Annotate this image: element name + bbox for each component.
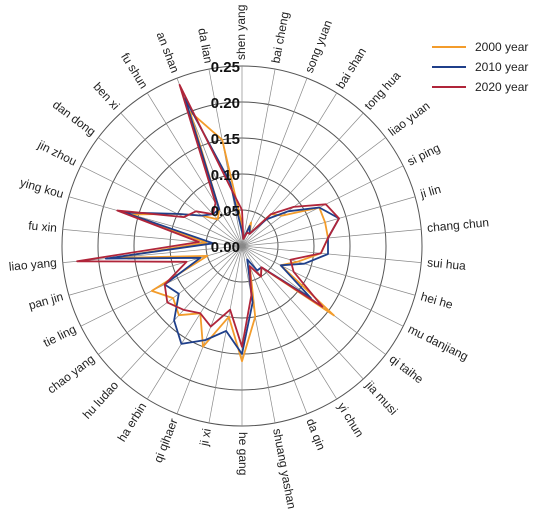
grid-spoke [120,112,243,247]
legend-entry: 2000 year [475,40,528,54]
radial-tick-labels: 0.00 0.05 0.10 0.15 0.20 0.25 [211,59,240,256]
grid-spoke [241,165,404,247]
series-line-2010-year [104,97,340,355]
category-label: song yuan [302,18,335,75]
category-label: ying kou [18,175,65,201]
category-label: hu ludao [80,378,122,422]
series-line-2020-year [76,84,340,348]
grid-spoke [241,245,404,327]
category-label: tie ling [41,322,78,350]
category-label: sui hua [427,255,467,273]
category-label: shen yang [234,5,248,60]
category-label: fu shun [118,50,151,91]
grid-spoke [241,229,422,247]
category-label: si ping [405,141,442,169]
grid-spoke [146,245,243,400]
grid-spoke [146,92,243,247]
legend: 2000 year 2010 year 2020 year [432,40,528,94]
grid-spoke [176,245,243,414]
grid-spoke [98,245,243,355]
category-label: bai cheng [269,11,292,65]
category-label: he gang [236,432,250,475]
series-lines [76,84,340,363]
grid-spoke [241,245,364,380]
category-label: an shan [154,30,182,75]
category-label: qi taihe [387,352,427,387]
tick-label: 0.00 [211,239,240,256]
tick-label: 0.20 [211,95,240,112]
category-label: bai shan [333,45,369,91]
grid-spoke [120,245,243,380]
grid-spoke [208,245,243,423]
tick-label: 0.05 [211,203,240,220]
category-label: mu danjiang [406,322,471,364]
category-label: liao yang [8,255,57,273]
grid-spoke [241,245,416,296]
grid-spoke [68,196,243,247]
category-label: chang chun [426,215,489,235]
category-label: jia musi [362,377,400,417]
grid-spoke [80,165,243,247]
grid-spoke [68,245,243,296]
category-label: tong hua [362,68,404,112]
legend-entry: 2020 year [475,80,528,94]
grid-spoke [241,245,308,414]
tick-label: 0.25 [211,59,240,76]
grid-spoke [241,112,364,247]
grid-spoke [98,137,243,247]
category-label: da qin [303,417,328,453]
grid-spoke [241,245,276,423]
category-label: qi qihaer [151,417,181,465]
category-label: pan jin [27,289,65,312]
grid-spoke [241,92,338,247]
grid-spoke [241,69,276,247]
tick-label: 0.10 [211,167,240,184]
category-label: ha erbin [115,400,150,444]
category-label: ben xi [91,80,123,113]
tick-label: 0.15 [211,131,240,148]
category-label: jin zhou [35,137,79,168]
category-label: ji lin [418,182,443,201]
grid [61,65,423,427]
grid-spoke [80,245,243,327]
category-label: yi chun [335,400,367,440]
category-label: hei he [419,289,455,312]
grid-spoke [62,245,243,263]
category-label: ji xi [197,427,214,448]
category-label: chao yang [45,352,98,397]
category-label: da lian [195,27,215,64]
grid-spoke [241,78,308,247]
grid-spoke [241,245,338,400]
grid-spoke [241,245,422,263]
category-label: dan dong [50,97,98,138]
category-label: fu xin [28,218,58,235]
category-label: shuang yashan [270,427,299,510]
grid-spoke [241,196,416,247]
category-label: liao yuan [386,99,433,139]
legend-entry: 2010 year [475,60,528,74]
grid-spoke [241,137,386,247]
